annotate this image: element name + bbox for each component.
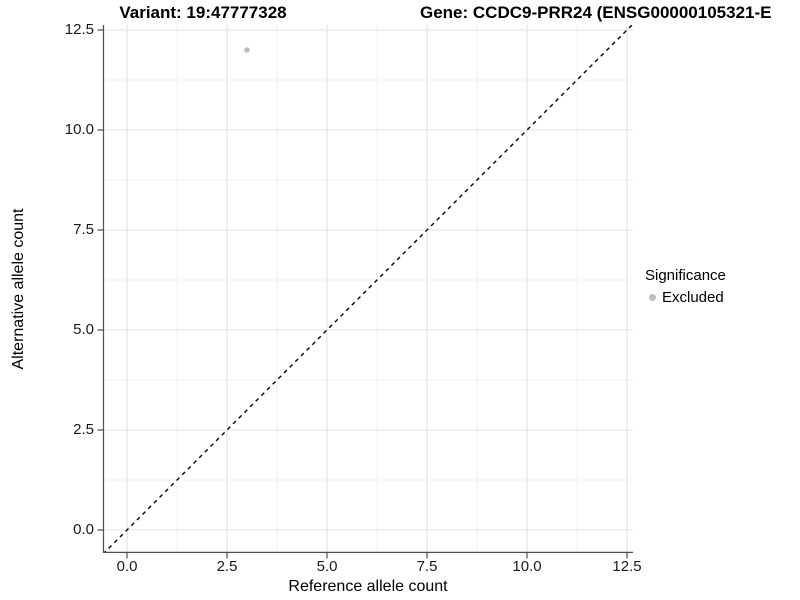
legend-item-label: Excluded <box>662 289 724 306</box>
legend-significance: Significance Excluded <box>645 267 726 306</box>
legend-title: Significance <box>645 267 726 284</box>
x-tick-label: 7.5 <box>416 558 438 575</box>
axis-tick-marks <box>97 29 628 559</box>
y-axis-title: Alternative allele count <box>10 208 27 370</box>
x-tick-label: 12.5 <box>612 558 642 575</box>
legend-key-dot-icon <box>649 294 656 301</box>
plot-title-variant: Variant: 19:47777328 <box>119 3 287 22</box>
legend-item-excluded: Excluded <box>645 289 726 306</box>
y-tick-label: 2.5 <box>73 421 94 438</box>
x-tick-label: 5.0 <box>316 558 338 575</box>
y-tick-label: 0.0 <box>73 521 94 538</box>
y-tick-label: 10.0 <box>64 121 94 138</box>
data-point-excluded <box>244 47 250 53</box>
plot-title-gene: Gene: CCDC9-PRR24 (ENSG00000105321-E <box>420 3 772 22</box>
plot-panel <box>97 25 633 559</box>
x-tick-label: 0.0 <box>116 558 138 575</box>
y-tick-label: 7.5 <box>73 221 94 238</box>
identity-reference-line <box>103 25 633 553</box>
y-tick-label: 5.0 <box>73 321 94 338</box>
x-tick-label: 10.0 <box>512 558 542 575</box>
y-tick-label: 12.5 <box>64 21 94 38</box>
x-axis-title: Reference allele count <box>288 578 448 595</box>
gridlines-major <box>103 25 633 553</box>
x-tick-label: 2.5 <box>216 558 238 575</box>
gridlines-minor <box>103 25 633 553</box>
